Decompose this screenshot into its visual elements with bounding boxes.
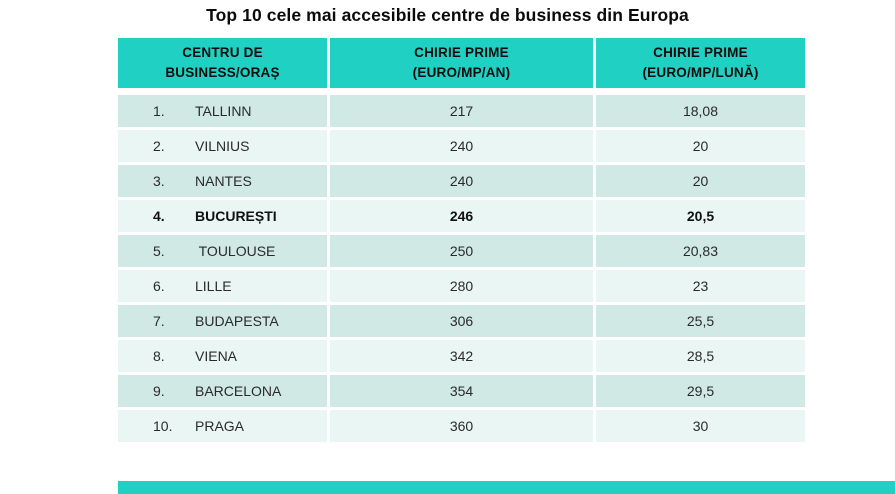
header-cell-rent-annual: CHIRIE PRIME (EURO/MP/AN) xyxy=(330,38,593,88)
rank-number: 3. xyxy=(153,173,165,189)
header-cell-business-center: CENTRU DE BUSINESS/ORAȘ xyxy=(118,38,327,88)
cell-rent-monthly: 29,5 xyxy=(596,375,805,407)
cell-rent-monthly: 30 xyxy=(596,410,805,442)
city-name: BARCELONA xyxy=(195,383,282,399)
rank-number: 9. xyxy=(153,383,165,399)
cell-city: 7. BUDAPESTA xyxy=(118,305,327,337)
city-name: TOULOUSE xyxy=(195,243,276,259)
cell-city: 5. TOULOUSE xyxy=(118,235,327,267)
cell-city: 8. VIENA xyxy=(118,340,327,372)
rank-number: 10. xyxy=(153,418,173,434)
cell-rent-monthly: 20 xyxy=(596,165,805,197)
city-name: NANTES xyxy=(195,173,252,189)
city-name: BUDAPESTA xyxy=(195,313,279,329)
footer-accent-bar xyxy=(118,481,895,494)
cell-rent-annual: 306 xyxy=(330,305,593,337)
cell-rent-monthly: 20,5 xyxy=(596,200,805,232)
cell-rent-annual: 250 xyxy=(330,235,593,267)
cell-rent-annual: 217 xyxy=(330,95,593,127)
business-centers-table: CENTRU DE BUSINESS/ORAȘ CHIRIE PRIME (EU… xyxy=(118,38,805,442)
city-name: VILNIUS xyxy=(195,138,250,154)
cell-rent-monthly: 20,83 xyxy=(596,235,805,267)
cell-rent-annual: 342 xyxy=(330,340,593,372)
cell-city: 9. BARCELONA xyxy=(118,375,327,407)
cell-rent-monthly: 28,5 xyxy=(596,340,805,372)
header-cell-rent-monthly: CHIRIE PRIME (EURO/MP/LUNĂ) xyxy=(596,38,805,88)
cell-rent-annual: 360 xyxy=(330,410,593,442)
table-body: 1. TALLINN 217 18,08 2. VILNIUS 240 20 3. NANTES 2… xyxy=(118,95,805,442)
city-name: LILLE xyxy=(195,278,232,294)
cell-city: 4. BUCUREȘTI xyxy=(118,200,327,232)
cell-rent-annual: 240 xyxy=(330,165,593,197)
rank-number: 5. xyxy=(153,243,165,259)
cell-rent-annual: 240 xyxy=(330,130,593,162)
cell-rent-annual: 354 xyxy=(330,375,593,407)
cell-rent-annual: 246 xyxy=(330,200,593,232)
cell-city: 10. PRAGA xyxy=(118,410,327,442)
rank-number: 7. xyxy=(153,313,165,329)
rank-number: 1. xyxy=(153,103,165,119)
rank-number: 6. xyxy=(153,278,165,294)
cell-rent-monthly: 25,5 xyxy=(596,305,805,337)
cell-rent-monthly: 18,08 xyxy=(596,95,805,127)
cell-city: 6. LILLE xyxy=(118,270,327,302)
cell-city: 2. VILNIUS xyxy=(118,130,327,162)
cell-rent-monthly: 20 xyxy=(596,130,805,162)
rank-number: 2. xyxy=(153,138,165,154)
cell-rent-monthly: 23 xyxy=(596,270,805,302)
page-title: Top 10 cele mai accesibile centre de bus… xyxy=(206,5,689,25)
rank-number: 4. xyxy=(153,208,165,224)
city-name: BUCUREȘTI xyxy=(195,208,277,224)
cell-rent-annual: 280 xyxy=(330,270,593,302)
table-header-row: CENTRU DE BUSINESS/ORAȘ CHIRIE PRIME (EU… xyxy=(118,38,805,88)
rank-number: 8. xyxy=(153,348,165,364)
city-name: VIENA xyxy=(195,348,238,364)
cell-city: 3. NANTES xyxy=(118,165,327,197)
city-name: PRAGA xyxy=(195,418,245,434)
city-name: TALLINN xyxy=(195,103,252,119)
cell-city: 1. TALLINN xyxy=(118,95,327,127)
